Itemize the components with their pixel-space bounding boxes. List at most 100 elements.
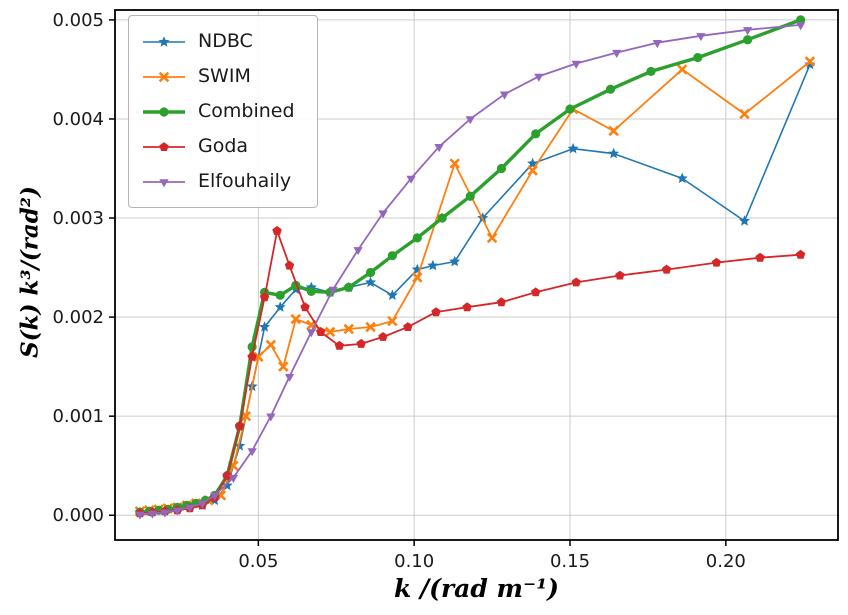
triangle-down-marker-icon [328, 286, 338, 295]
pentagon-marker-icon [378, 332, 388, 341]
star-marker-icon [676, 172, 688, 184]
x-marker-icon [804, 56, 816, 67]
triangle-down-marker-icon [434, 144, 444, 153]
circle-marker-icon [159, 106, 169, 117]
x-tick-label: 0.20 [706, 551, 746, 572]
legend-entry-Goda: Goda [141, 130, 295, 163]
x-marker-icon [278, 361, 289, 372]
triangle-down-marker-icon [353, 247, 363, 256]
pentagon-marker-icon [222, 470, 232, 480]
circle-marker-icon [531, 129, 541, 139]
x-axis-label: k /(rad m⁻¹) [394, 574, 559, 603]
legend-marker-sample [143, 141, 185, 151]
pentagon-marker-icon [571, 277, 581, 287]
y-tick-label: 0.001 [52, 406, 104, 427]
triangle-down-marker-icon [266, 413, 276, 422]
legend-marker-sample [143, 71, 185, 82]
star-marker-icon [274, 301, 286, 312]
star-marker-icon [234, 440, 246, 451]
triangle-down-marker-icon [210, 492, 220, 501]
y-tick-label: 0.002 [52, 307, 104, 328]
x-marker-icon [739, 108, 750, 120]
legend-entry-label: Combined [198, 100, 295, 122]
x-marker-icon [343, 323, 354, 335]
x-tick-label: 0.10 [394, 551, 434, 572]
pentagon-marker-icon [795, 249, 806, 259]
pentagon-marker-icon [356, 338, 366, 348]
triangle-down-marker-icon [197, 500, 207, 509]
legend-entry-label: SWIM [198, 65, 251, 87]
circle-marker-icon [743, 35, 753, 45]
star-marker-icon [804, 58, 816, 70]
y-axis-label: S(k) k³/(rad²) [16, 186, 44, 358]
legend-entry-label: NDBC [198, 30, 253, 52]
plot-frame [114, 9, 839, 541]
star-marker-icon [365, 276, 377, 288]
circle-marker-icon [465, 191, 475, 201]
x-marker-icon [486, 232, 498, 244]
pentagon-marker-icon [247, 351, 257, 361]
pentagon-marker-icon [159, 141, 169, 151]
x-tick-label: 0.05 [238, 551, 278, 572]
pentagon-marker-icon [661, 264, 672, 274]
circle-marker-icon [565, 104, 575, 114]
pentagon-marker-icon [496, 297, 507, 307]
pentagon-marker-icon [334, 340, 345, 350]
pentagon-marker-icon [235, 421, 245, 431]
star-marker-icon [158, 35, 170, 47]
x-marker-icon [387, 315, 398, 327]
legend-entry-label: Goda [198, 135, 249, 157]
circle-marker-icon [605, 84, 616, 94]
circle-marker-icon [275, 290, 285, 300]
triangle-down-marker-icon [406, 175, 416, 184]
legend-entry-Combined: Combined [141, 95, 295, 128]
star-marker-icon [608, 147, 620, 159]
star-marker-icon [427, 259, 439, 271]
x-marker-icon [608, 125, 619, 137]
circle-marker-icon [344, 282, 354, 292]
triangle-down-marker-icon [795, 22, 806, 31]
triangle-down-marker-icon [185, 504, 195, 513]
x-marker-icon [158, 71, 170, 82]
series-markers-Goda [135, 226, 806, 518]
legend-entry-SWIM: SWIM [141, 60, 295, 93]
x-marker-icon [412, 272, 423, 283]
series-markers-Elfouhaily [135, 22, 806, 520]
pentagon-marker-icon [300, 302, 310, 312]
pentagon-marker-icon [272, 226, 282, 235]
star-marker-icon [739, 215, 750, 226]
triangle-down-marker-icon [306, 329, 316, 338]
triangle-down-marker-icon [159, 178, 169, 187]
pentagon-marker-icon [531, 287, 541, 297]
legend-entry-label: Elfouhaily [198, 170, 292, 192]
pentagon-marker-icon [259, 292, 270, 302]
x-marker-icon [290, 313, 301, 325]
triangle-down-marker-icon [147, 510, 158, 519]
star-marker-icon [567, 142, 579, 154]
pentagon-marker-icon [431, 307, 441, 317]
triangle-down-marker-icon [284, 373, 295, 382]
pentagon-marker-icon [403, 322, 413, 331]
triangle-down-marker-icon [743, 27, 753, 36]
pentagon-marker-icon [284, 260, 295, 270]
x-marker-icon [527, 165, 538, 176]
y-tick-label: 0.004 [52, 109, 104, 130]
pentagon-marker-icon [462, 302, 472, 312]
legend-entry-NDBC: NDBC [141, 25, 295, 58]
y-tick-label: 0.000 [52, 505, 104, 526]
y-tick-label: 0.005 [52, 10, 104, 31]
triangle-down-marker-icon [378, 210, 388, 219]
circle-marker-icon [496, 163, 507, 174]
triangle-down-marker-icon [499, 91, 510, 100]
circle-marker-icon [387, 251, 397, 261]
triangle-down-marker-icon [465, 116, 475, 125]
legend-marker-sample [143, 35, 185, 47]
x-marker-icon [365, 321, 376, 333]
legend-marker-sample [143, 178, 185, 187]
pentagon-marker-icon [711, 257, 722, 267]
y-tick-label: 0.003 [52, 208, 104, 229]
pentagon-marker-icon [615, 270, 625, 280]
x-marker-icon [324, 326, 336, 338]
